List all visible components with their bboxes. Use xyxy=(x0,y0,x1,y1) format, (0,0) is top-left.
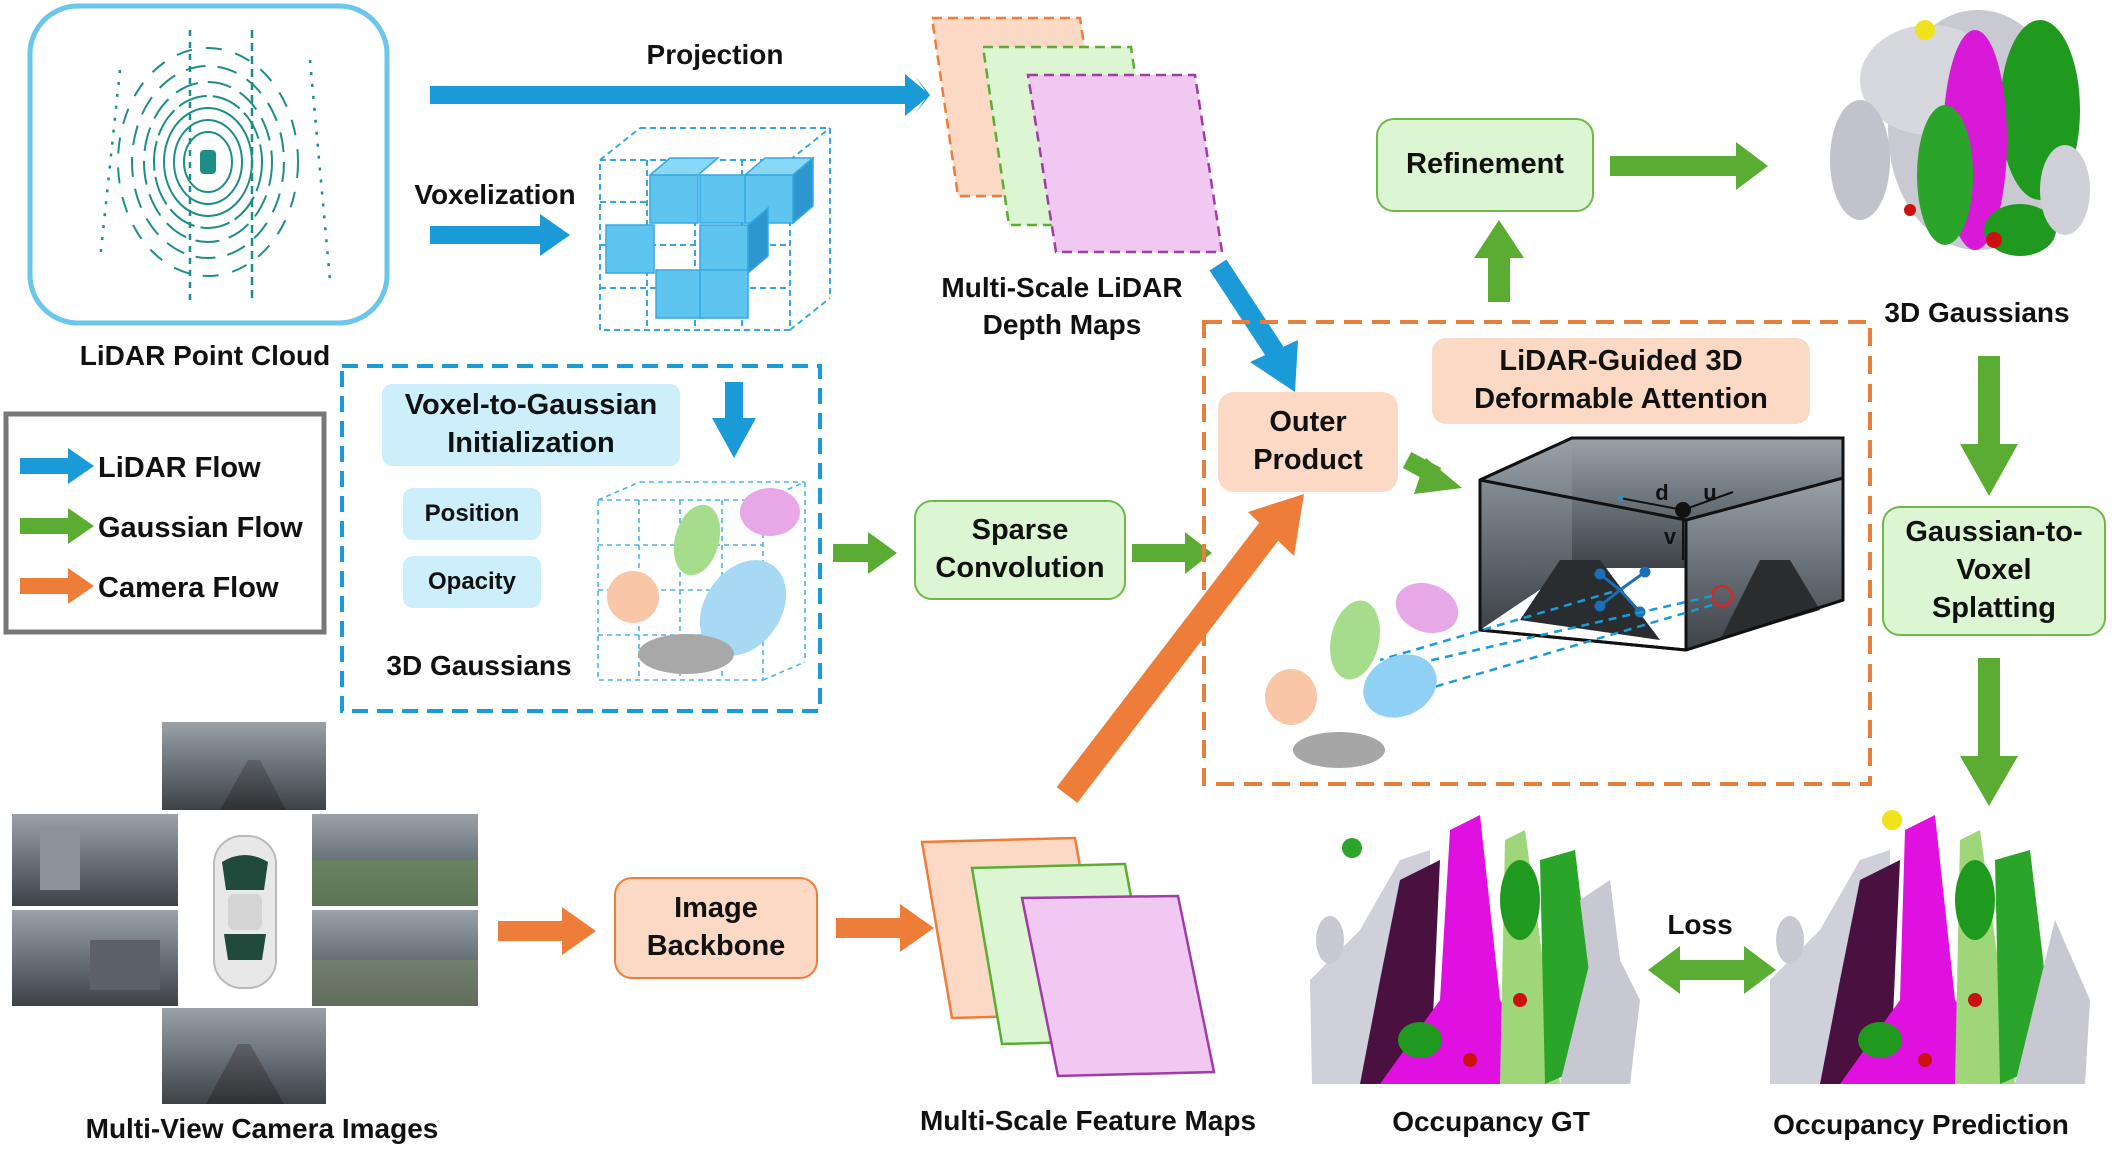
image-backbone-box: Image Backbone xyxy=(614,877,818,979)
sparse-to-attention-arrow xyxy=(1132,532,1212,574)
camera-images-label: Multi-View Camera Images xyxy=(86,1113,439,1144)
gaussians-output-cloud xyxy=(1830,10,2090,256)
projection-label: Projection xyxy=(647,39,784,70)
projection-arrow xyxy=(430,74,930,116)
refinement-to-gaussians-arrow xyxy=(1610,142,1768,190)
voxel-down-arrow xyxy=(712,382,756,458)
voxelization-arrow xyxy=(430,214,570,256)
depth-maps-label-line2: Depth Maps xyxy=(983,309,1142,340)
splatting-to-prediction-arrow xyxy=(1960,658,2018,806)
voxel-grid-icon xyxy=(599,127,831,331)
lidar-depth-maps-stack xyxy=(930,16,1224,254)
init-gaussian-grid xyxy=(597,481,806,681)
attention-gaussians xyxy=(1265,582,1459,768)
occupancy-pred-label: Occupancy Prediction xyxy=(1773,1109,2069,1140)
legend-camera-arrow xyxy=(20,568,94,604)
backbone-line1: Image xyxy=(674,892,758,925)
deformable-attention-block xyxy=(1202,320,1872,786)
gaussians-to-splatting-arrow xyxy=(1960,356,2018,496)
voxel-to-gaussian-block xyxy=(340,364,822,713)
gaussians-out-label: 3D Gaussians xyxy=(1884,297,2069,328)
sparse-line2: Convolution xyxy=(935,552,1105,584)
init-title-line1: Voxel-to-Gaussian xyxy=(404,389,658,422)
voxelization-label: Voxelization xyxy=(414,179,575,210)
legend-lidar-label: LiDAR Flow xyxy=(98,452,261,484)
init-gaussians-label: 3D Gaussians xyxy=(386,650,572,681)
attention-title-line2: Deformable Attention xyxy=(1474,383,1768,415)
feature-maps-label: Multi-Scale Feature Maps xyxy=(920,1105,1256,1136)
attention-to-refinement-arrow xyxy=(1474,220,1524,302)
opacity-chip: Opacity xyxy=(403,556,541,608)
outer-line2: Product xyxy=(1253,444,1363,476)
attention-title-line1: LiDAR-Guided 3D xyxy=(1499,345,1743,378)
axis-u-label: u xyxy=(1703,480,1716,505)
backbone-to-features-arrow xyxy=(836,904,934,952)
outer-to-box-arrow xyxy=(1402,452,1462,494)
multi-camera-frustum-box xyxy=(1379,436,1845,702)
attention-title-box: LiDAR-Guided 3D Deformable Attention xyxy=(1432,338,1810,424)
backbone-line2: Backbone xyxy=(646,930,786,962)
outer-line1: Outer xyxy=(1269,406,1347,439)
occupancy-prediction-image xyxy=(1770,810,2090,1084)
init-to-sparse-arrow xyxy=(833,532,897,574)
position-label: Position xyxy=(424,500,520,528)
outer-product-box: Outer Product xyxy=(1218,392,1398,492)
init-title-line2: Initialization xyxy=(447,427,615,459)
occupancy-gt-label: Occupancy GT xyxy=(1392,1106,1590,1137)
loss-label: Loss xyxy=(1667,909,1732,940)
splatting-line1: Gaussian-to- xyxy=(1905,516,2083,549)
feature-maps-stack xyxy=(920,836,1216,1078)
depth-to-outer-arrow xyxy=(1209,259,1298,392)
splatting-line2: Voxel xyxy=(1956,554,2032,587)
refinement-box: Refinement xyxy=(1376,118,1594,212)
occupancy-gt-image xyxy=(1310,815,1640,1084)
splatting-box: Gaussian-to- Voxel Splatting xyxy=(1882,506,2106,636)
position-chip: Position xyxy=(403,488,541,540)
legend-gaussian-arrow xyxy=(20,508,94,544)
sparse-line1: Sparse xyxy=(971,514,1069,547)
legend-camera-label: Camera Flow xyxy=(98,572,279,604)
refinement-label: Refinement xyxy=(1406,148,1564,181)
splatting-line3: Splatting xyxy=(1931,591,2057,624)
loss-arrow xyxy=(1648,946,1776,994)
legend-lidar-arrow xyxy=(20,448,94,484)
axis-d-label: d xyxy=(1655,480,1668,505)
sparse-convolution-box: Sparse Convolution xyxy=(914,500,1126,600)
multi-view-camera-images xyxy=(12,722,478,1104)
lidar-point-cloud-label: LiDAR Point Cloud xyxy=(80,340,330,371)
lidar-point-cloud-image xyxy=(27,3,390,326)
camera-to-backbone-arrow xyxy=(498,907,596,955)
depth-maps-label-line1: Multi-Scale LiDAR xyxy=(941,272,1182,303)
feature-to-outer-arrow xyxy=(1056,494,1304,803)
init-title-box: Voxel-to-Gaussian Initialization xyxy=(382,384,680,466)
legend-gaussian-label: Gaussian Flow xyxy=(98,512,303,544)
opacity-label: Opacity xyxy=(427,568,517,596)
axis-v-label: v xyxy=(1664,524,1677,549)
